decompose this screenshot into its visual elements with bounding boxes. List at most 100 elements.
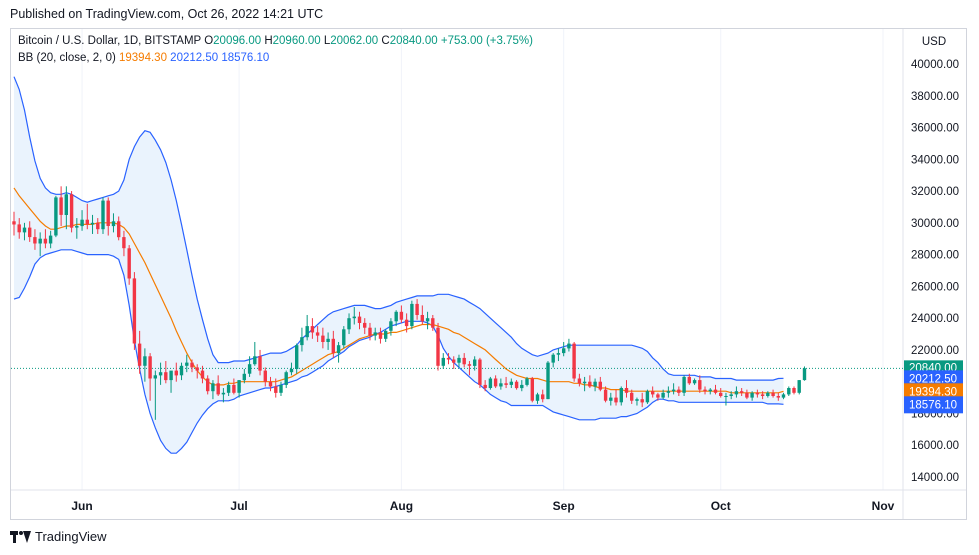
legend-change: +753.00 (+3.75%) xyxy=(440,35,533,47)
price-tick-label: 32000.00 xyxy=(911,186,959,198)
candle-body xyxy=(750,392,754,398)
candle xyxy=(253,341,257,366)
bb-badge xyxy=(904,370,963,388)
candle-body xyxy=(771,392,775,396)
candle-body xyxy=(603,389,608,401)
footer-brand-text: TradingView xyxy=(35,529,107,544)
price-tick-label: 22000.00 xyxy=(911,345,959,357)
candle-body xyxy=(530,378,534,401)
candle-body xyxy=(195,367,199,371)
candle xyxy=(556,348,561,362)
candle xyxy=(274,378,278,398)
candle xyxy=(677,386,681,396)
candle-body xyxy=(525,378,529,385)
candle-body xyxy=(624,388,629,393)
candle-body xyxy=(582,381,587,384)
candle-body xyxy=(630,392,634,401)
legend-bb-upper: 20212.50 xyxy=(170,52,219,64)
candle-body xyxy=(268,381,273,387)
candle xyxy=(148,353,152,401)
legend-low-value: 20062.00 xyxy=(330,35,379,47)
candle-body xyxy=(69,194,74,228)
candle xyxy=(473,356,477,371)
candle-body xyxy=(274,386,278,393)
candle xyxy=(122,230,126,257)
candles xyxy=(12,186,807,420)
candle-body xyxy=(740,391,744,393)
legend-bb-basis: 19394.30 xyxy=(119,52,167,64)
chart-frame[interactable] xyxy=(10,28,967,520)
candle-body xyxy=(85,219,89,225)
candle xyxy=(619,386,623,406)
candle xyxy=(80,210,84,231)
candle xyxy=(69,191,74,233)
candle-body xyxy=(331,338,335,354)
candle xyxy=(17,218,21,239)
candle-body xyxy=(483,384,487,389)
candle xyxy=(420,305,424,325)
candle-body xyxy=(567,343,571,349)
candle-body xyxy=(279,384,283,393)
candle xyxy=(582,376,587,392)
candle-body xyxy=(656,394,660,398)
candle-body xyxy=(776,396,780,398)
candle xyxy=(546,361,550,400)
candle xyxy=(321,327,325,349)
candle-body xyxy=(305,326,309,338)
candle xyxy=(719,388,723,398)
candle-body xyxy=(295,345,299,369)
candle-body xyxy=(462,357,466,365)
candle-body xyxy=(368,327,372,336)
candle-body xyxy=(122,237,126,249)
candle-body xyxy=(792,388,796,393)
candle xyxy=(221,388,226,403)
price-tick-label: 34000.00 xyxy=(911,154,959,166)
candle xyxy=(734,386,739,398)
candle-body xyxy=(645,391,650,403)
candle xyxy=(48,230,53,249)
time-label-nov: Nov xyxy=(872,499,895,513)
published-note: Published on TradingView.com, Oct 26, 20… xyxy=(10,7,324,21)
price-tick-label: 14000.00 xyxy=(911,472,959,484)
candle-body xyxy=(692,380,697,384)
candle-body xyxy=(12,221,16,225)
candle xyxy=(514,380,519,390)
price-tick-label: 24000.00 xyxy=(911,313,959,325)
candle xyxy=(211,380,215,400)
candle xyxy=(279,381,283,396)
candle-body xyxy=(54,197,58,236)
candle xyxy=(410,300,414,330)
candle-body xyxy=(153,375,157,379)
candle xyxy=(630,389,634,404)
candle xyxy=(305,314,309,341)
candle xyxy=(394,310,398,327)
candle xyxy=(258,349,262,376)
candle xyxy=(593,378,597,392)
candle xyxy=(310,318,315,339)
candle xyxy=(12,211,16,236)
candle xyxy=(169,370,173,393)
candle xyxy=(326,332,330,350)
candle xyxy=(43,229,48,249)
candle-body xyxy=(75,226,79,228)
candle xyxy=(247,356,252,377)
candle-body xyxy=(389,321,393,331)
candle xyxy=(551,353,555,368)
candle xyxy=(59,186,63,227)
candle xyxy=(384,329,388,342)
candle xyxy=(729,391,733,400)
candle-body xyxy=(404,319,409,327)
candle-body xyxy=(713,389,718,393)
price-tick-label: 16000.00 xyxy=(911,440,959,452)
candle xyxy=(771,389,775,398)
candle-body xyxy=(242,373,246,381)
currency-label: USD xyxy=(922,36,946,48)
candle-body xyxy=(206,378,210,392)
legend-open-value: 20096.00 xyxy=(213,35,262,47)
candle xyxy=(127,245,131,285)
time-label-sep: Sep xyxy=(553,499,575,513)
candle xyxy=(598,376,602,392)
footer-brand[interactable]: TradingView xyxy=(10,529,107,544)
candle-body xyxy=(666,391,671,393)
